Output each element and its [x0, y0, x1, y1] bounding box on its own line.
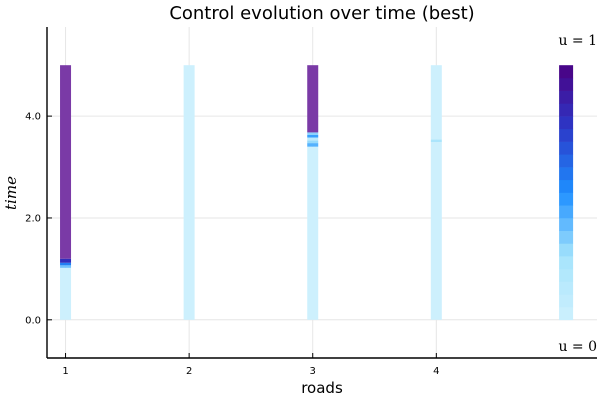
y-tick-label: 2.0: [25, 213, 41, 224]
colorbar-step: [559, 128, 574, 142]
colorbar-step: [559, 307, 574, 321]
colorbar-min-label: u = 0: [558, 339, 597, 355]
road-1-control-segment: [60, 258, 72, 263]
road-1-control-segment: [60, 267, 72, 320]
road-3-control-segment: [307, 65, 319, 133]
colorbar-step: [559, 154, 574, 168]
road-3-control-segment: [307, 140, 319, 144]
road-2-control-segment: [183, 65, 195, 320]
road-3-control-segment: [307, 146, 319, 320]
y-tick-label: 0.0: [25, 315, 41, 326]
colorbar-step: [559, 294, 574, 308]
x-tick-label: 1: [62, 366, 68, 377]
colorbar-step: [559, 243, 574, 257]
colorbar-step: [559, 217, 574, 231]
road-4-control-segment: [430, 65, 442, 140]
colorbar-max-label: u = 1: [558, 33, 597, 49]
x-tick-label: 4: [433, 366, 439, 377]
colorbar-step: [559, 230, 574, 244]
colorbar: [559, 65, 574, 321]
colorbar-step: [559, 256, 574, 270]
x-tick-label: 3: [310, 366, 316, 377]
colorbar-step: [559, 179, 574, 193]
road-1-control-segment: [60, 262, 72, 266]
road-3-control-segment: [307, 137, 319, 141]
colorbar-step: [559, 192, 574, 206]
y-axis-label: time: [2, 176, 20, 210]
colorbar-step: [559, 90, 574, 104]
colorbar-step: [559, 116, 574, 130]
road-1-control-segment: [60, 65, 72, 259]
colorbar-step: [559, 103, 574, 117]
colorbar-step: [559, 167, 574, 181]
road-4-control-segment: [430, 142, 442, 320]
road-1-control-segment: [60, 265, 72, 268]
road-4-control-segment: [430, 139, 442, 143]
x-axis-label: roads: [301, 379, 343, 397]
road-3-control-segment: [307, 143, 319, 147]
road-3-control-segment: [307, 132, 319, 135]
colorbar-step: [559, 268, 574, 282]
colorbar-step: [559, 65, 574, 79]
axes: [46, 27, 597, 359]
chart-title: Control evolution over time (best): [169, 3, 474, 24]
road-control-bars: [60, 65, 442, 320]
y-tick-label: 4.0: [25, 112, 41, 123]
colorbar-step: [559, 205, 574, 219]
ticks: 1 2 3 4 0.0 2.0 4.0: [25, 112, 439, 377]
colorbar-step: [559, 281, 574, 295]
colorbar-step: [559, 77, 574, 91]
grid-lines: [47, 27, 597, 358]
colorbar-step: [559, 141, 574, 155]
road-3-control-segment: [307, 134, 319, 138]
x-tick-label: 2: [186, 366, 192, 377]
